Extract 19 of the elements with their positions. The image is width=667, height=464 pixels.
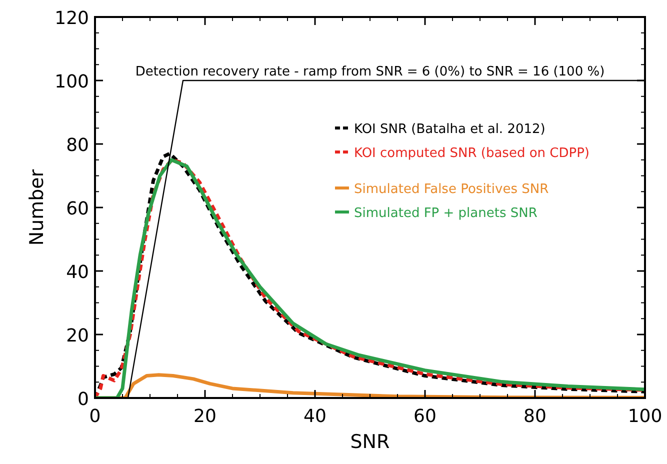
- annotation: Detection recovery rate - ramp from SNR = 6 (0%) to SNR = 16 (100 %): [135, 64, 605, 80]
- y-tick-label: 80: [66, 135, 89, 156]
- y-tick-label: 100: [54, 72, 89, 92]
- legend-label: KOI SNR (Batalha et al. 2012): [354, 122, 546, 137]
- legend-label: Simulated FP + planets SNR: [354, 206, 538, 221]
- y-tick-label: 40: [66, 262, 89, 283]
- x-tick-label: 60: [414, 406, 436, 427]
- x-tick-label: 80: [524, 406, 546, 427]
- x-tick-label: 40: [304, 406, 326, 427]
- y-tick-label: 20: [66, 326, 89, 346]
- x-tick-label: 20: [194, 406, 216, 427]
- x-tick-label: 100: [628, 406, 662, 427]
- x-axis-title: SNR: [350, 431, 390, 453]
- y-tick-label: 0: [78, 389, 89, 410]
- legend-label: Simulated False Positives SNR: [354, 182, 549, 197]
- y-axis-title: Number: [26, 169, 48, 246]
- y-tick-label: 60: [66, 198, 89, 220]
- legend-label: KOI computed SNR (based on CDPP): [354, 146, 590, 161]
- y-tick-label: 120: [54, 8, 89, 29]
